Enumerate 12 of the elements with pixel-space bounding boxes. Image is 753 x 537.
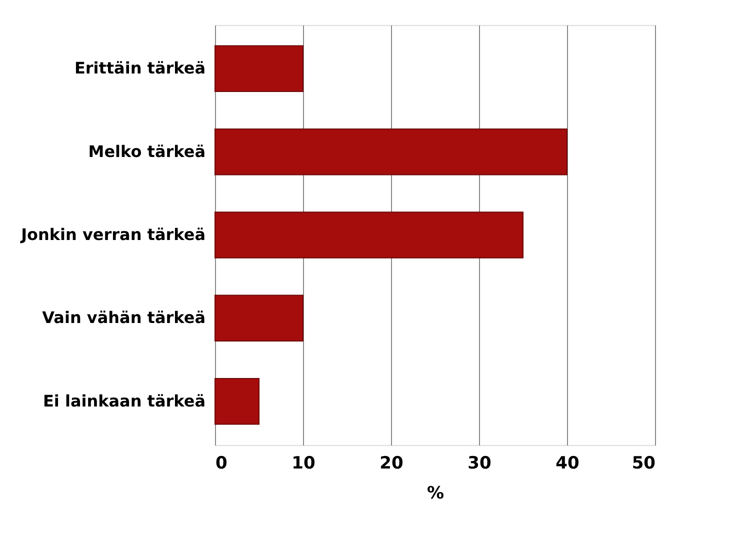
x-tick-label: 40 bbox=[556, 454, 580, 474]
y-tick-label: Ei lainkaan tärkeä bbox=[42, 391, 206, 410]
x-tick-label: 10 bbox=[292, 454, 316, 474]
x-tick-label: 50 bbox=[632, 454, 656, 474]
x-tick-label: 30 bbox=[468, 454, 492, 474]
y-tick-label: Melko tärkeä bbox=[88, 142, 206, 161]
x-axis-title: % bbox=[426, 484, 444, 504]
y-tick-label: Erittäin tärkeä bbox=[74, 58, 206, 78]
y-tick-label: Vain vähän tärkeä bbox=[42, 308, 206, 328]
y-tick-label: Jonkin verran tärkeä bbox=[20, 225, 206, 244]
x-tick-label: 0 bbox=[216, 454, 228, 474]
x-tick-label: 20 bbox=[380, 454, 404, 474]
